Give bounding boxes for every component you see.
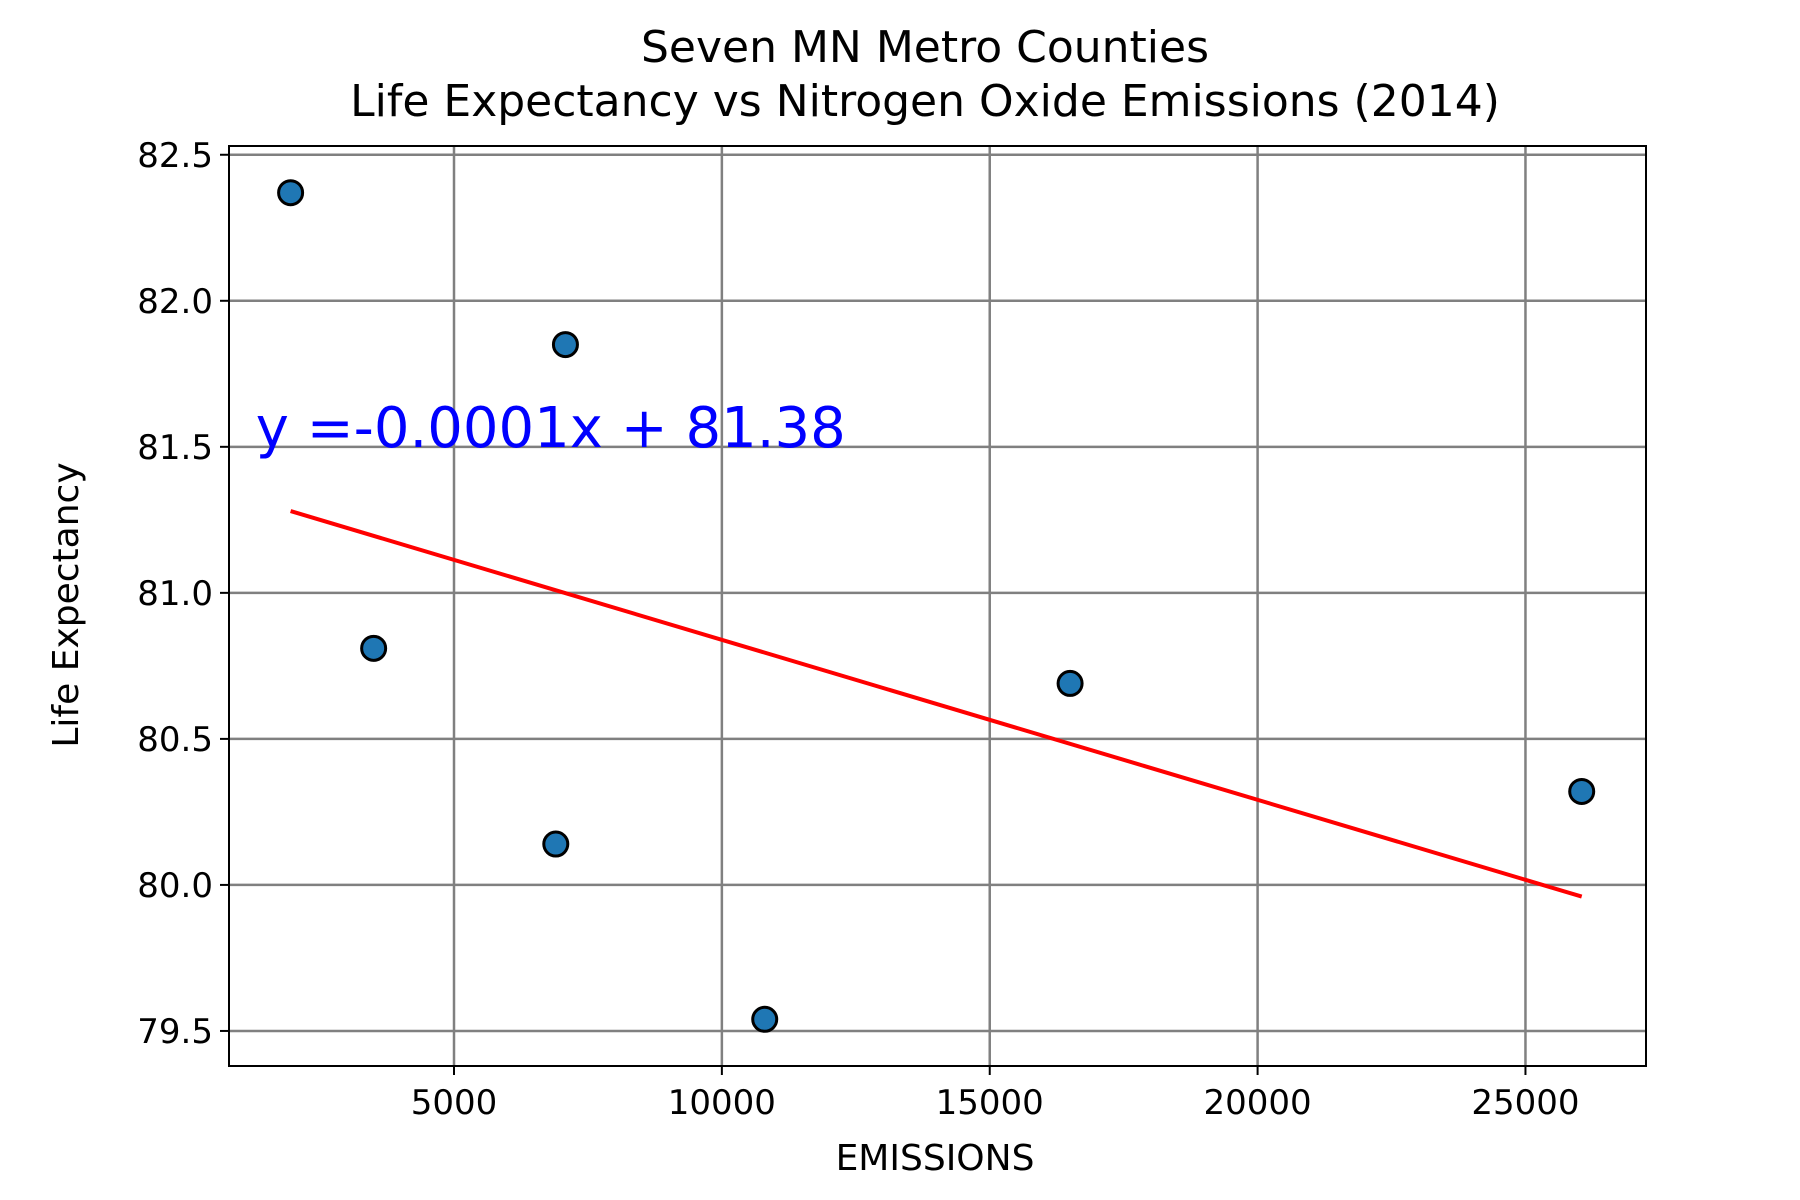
points-layer [277, 179, 1596, 1033]
x-tick-label-4: 25000 [1471, 1083, 1579, 1123]
x-axis-ticks: 5000 10000 15000 20000 25000 [411, 1066, 1580, 1123]
y-tick-label-1: 80.0 [137, 866, 213, 906]
data-point-1 [360, 634, 388, 662]
x-tick-label-3: 20000 [1204, 1083, 1312, 1123]
plot-frame [228, 145, 1647, 1067]
data-point-0 [277, 179, 305, 207]
y-axis-label: Life Expectancy [46, 462, 87, 747]
data-point-3 [551, 331, 579, 359]
y-tick-label-6: 82.5 [137, 136, 213, 176]
x-tick-label-2: 15000 [936, 1083, 1044, 1123]
data-point-6 [1568, 777, 1596, 805]
regression-layer [290, 509, 1583, 899]
data-point-2 [542, 830, 570, 858]
y-tick-label-2: 80.5 [137, 720, 213, 760]
y-tick-label-0: 79.5 [137, 1012, 213, 1052]
regression-line [290, 509, 1583, 899]
data-point-5 [1056, 669, 1084, 697]
x-tick-label-0: 5000 [411, 1083, 498, 1123]
grid-layer [229, 146, 1646, 1066]
data-point-4 [751, 1005, 779, 1033]
x-tick-label-1: 10000 [668, 1083, 776, 1123]
chart-title-line-2: Life Expectancy vs Nitrogen Oxide Emissi… [350, 76, 1500, 127]
chart-title-line-1: Seven MN Metro Counties [641, 22, 1209, 73]
y-tick-label-3: 81.0 [137, 574, 213, 614]
regression-equation: y =-0.0001x + 81.38 [256, 396, 846, 461]
x-axis-label: EMISSIONS [836, 1138, 1035, 1179]
y-tick-label-5: 82.0 [137, 282, 213, 322]
y-axis-ticks: 79.5 80.0 80.5 81.0 81.5 82.0 82.5 [137, 136, 229, 1052]
y-tick-label-4: 81.5 [137, 428, 213, 468]
